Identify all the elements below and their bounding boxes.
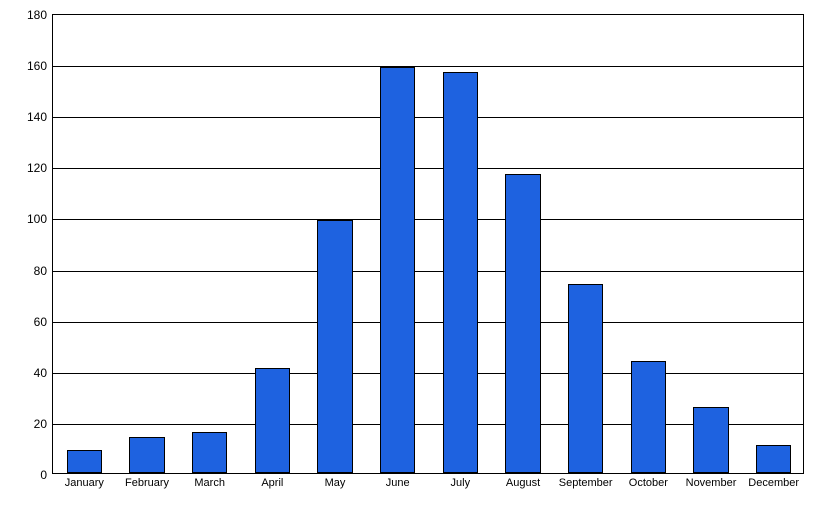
monthly-bar-chart: 0 20 40 60 80 100 120 140 160 180 January February M… — [0, 0, 823, 511]
y-tick-label: 180 — [27, 8, 53, 22]
gridline — [53, 219, 803, 220]
gridline — [53, 424, 803, 425]
gridline — [53, 373, 803, 374]
gridline — [53, 66, 803, 67]
y-tick-label: 100 — [27, 212, 53, 226]
x-tick-label: September — [559, 473, 613, 489]
x-tick-label: April — [261, 473, 283, 489]
bar — [67, 450, 102, 473]
y-tick-label: 160 — [27, 59, 53, 73]
gridline — [53, 271, 803, 272]
y-tick-label: 40 — [34, 366, 53, 380]
bar — [317, 220, 352, 473]
x-tick-label: August — [506, 473, 540, 489]
bar — [255, 368, 290, 473]
x-tick-label: February — [125, 473, 169, 489]
x-tick-label: January — [65, 473, 104, 489]
gridline — [53, 117, 803, 118]
bar — [380, 67, 415, 473]
y-tick-label: 120 — [27, 161, 53, 175]
x-tick-label: June — [386, 473, 410, 489]
bar — [443, 72, 478, 473]
x-tick-label: March — [194, 473, 225, 489]
x-tick-label: May — [325, 473, 346, 489]
bar — [129, 437, 164, 473]
bar — [631, 361, 666, 473]
y-tick-label: 140 — [27, 110, 53, 124]
bar — [505, 174, 540, 473]
y-tick-label: 0 — [40, 468, 53, 482]
x-tick-label: November — [686, 473, 737, 489]
gridline — [53, 322, 803, 323]
bar — [568, 284, 603, 473]
x-tick-label: October — [629, 473, 668, 489]
y-tick-label: 80 — [34, 264, 53, 278]
x-tick-label: December — [748, 473, 799, 489]
plot-area: 020406080100120140160180JanuaryFebruaryM… — [52, 14, 804, 474]
gridline — [53, 168, 803, 169]
bar — [756, 445, 791, 473]
bar — [693, 407, 728, 473]
y-tick-label: 20 — [34, 417, 53, 431]
bar — [192, 432, 227, 473]
x-tick-label: July — [451, 473, 471, 489]
y-tick-label: 60 — [34, 315, 53, 329]
